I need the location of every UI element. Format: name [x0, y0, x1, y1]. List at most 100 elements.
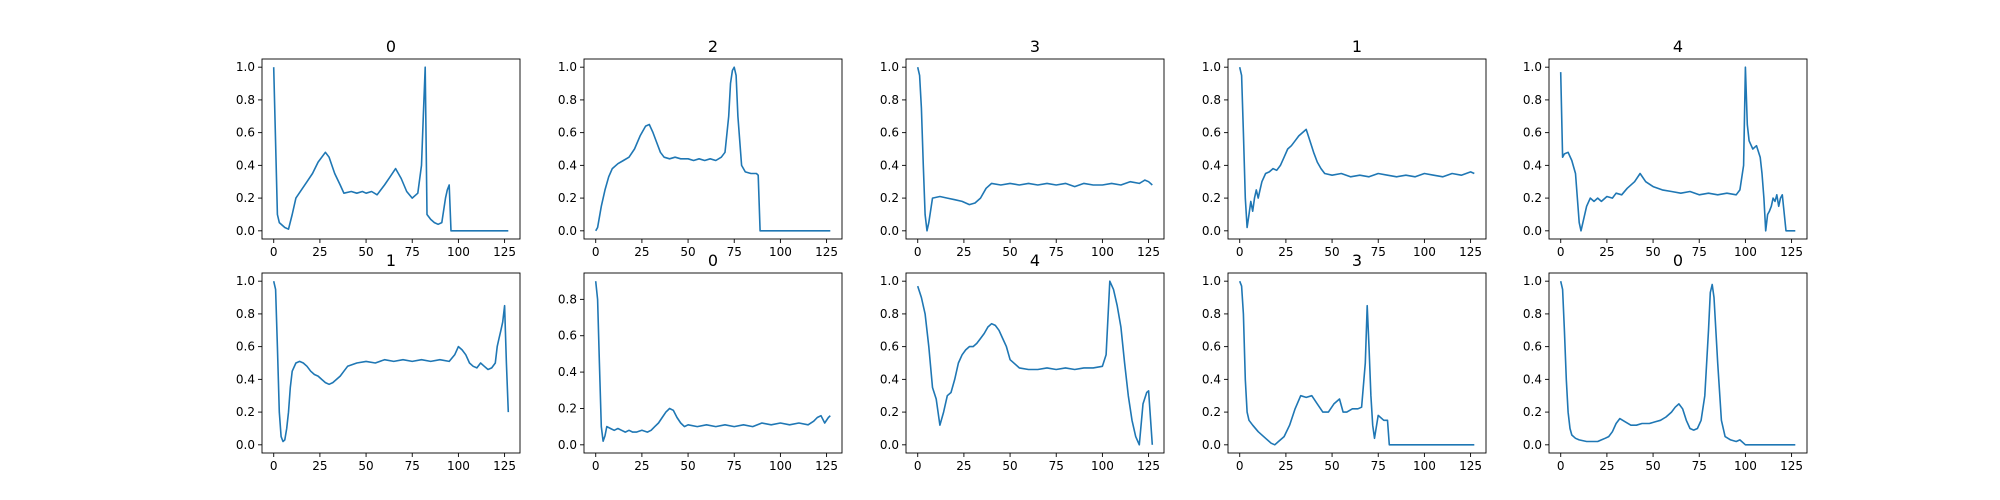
y-tick-label: 0.0 — [1523, 224, 1542, 238]
series-line — [916, 280, 1154, 446]
y-tick-label: 0.6 — [236, 126, 255, 140]
data-point — [674, 156, 676, 158]
data-point — [1341, 173, 1343, 175]
data-point — [919, 75, 921, 77]
data-point — [741, 165, 743, 167]
data-point — [660, 152, 662, 154]
data-point — [597, 227, 599, 229]
data-point — [301, 189, 303, 191]
data-point — [634, 148, 636, 150]
x-tick-label: 125 — [1137, 245, 1160, 259]
data-point — [628, 156, 630, 158]
y-tick-label: 1.0 — [880, 60, 899, 74]
y-tick-label: 1.0 — [1202, 274, 1221, 288]
y-tick-label: 0.2 — [236, 191, 255, 205]
data-point — [1560, 71, 1562, 73]
data-point — [1730, 439, 1732, 441]
data-point — [733, 426, 735, 428]
data-point — [480, 362, 482, 364]
data-point — [647, 431, 649, 433]
data-point — [1317, 161, 1319, 163]
series-line — [594, 281, 831, 443]
data-point — [752, 426, 754, 428]
data-point — [306, 181, 308, 183]
subplot-title: 0 — [708, 251, 718, 270]
data-point — [406, 191, 408, 193]
data-point — [325, 152, 327, 154]
data-point — [1245, 197, 1247, 199]
data-point — [756, 173, 758, 175]
data-point — [1560, 280, 1562, 282]
data-point — [1333, 403, 1335, 405]
data-point — [617, 163, 619, 165]
data-point — [923, 165, 925, 167]
data-point — [1313, 152, 1315, 154]
data-point — [595, 230, 597, 232]
data-point — [687, 424, 689, 426]
data-point — [1259, 189, 1261, 191]
data-point — [991, 183, 993, 185]
data-point — [1680, 192, 1682, 194]
data-point — [1278, 441, 1280, 443]
data-point — [1245, 379, 1247, 381]
data-point — [284, 439, 286, 441]
data-point — [508, 411, 510, 413]
data-point — [1346, 411, 1348, 413]
data-point — [1239, 66, 1241, 68]
data-point — [1009, 183, 1011, 185]
y-tick-label: 0.0 — [1523, 438, 1542, 452]
x-tick-label: 0 — [914, 245, 922, 259]
data-point — [1745, 66, 1747, 68]
data-point — [1654, 421, 1656, 423]
data-point — [1028, 183, 1030, 185]
data-point — [745, 171, 747, 173]
y-tick-label: 0.6 — [1202, 340, 1221, 354]
data-point — [1241, 285, 1243, 287]
data-point — [1571, 160, 1573, 162]
data-point — [1571, 434, 1573, 436]
data-point — [1682, 408, 1684, 410]
data-point — [750, 173, 752, 175]
data-point — [1257, 197, 1259, 199]
data-point — [1778, 206, 1780, 208]
subplot-6: 0 0 25 50 75 100 125 0.0 0.2 0.4 0.6 0.8 — [558, 251, 843, 473]
data-point — [697, 426, 699, 428]
data-point — [595, 280, 597, 282]
data-point — [376, 194, 378, 196]
data-point — [424, 66, 426, 68]
data-point — [1739, 189, 1741, 191]
data-point — [1662, 189, 1664, 191]
data-point — [426, 214, 428, 216]
data-point — [450, 230, 452, 232]
data-point — [1283, 436, 1285, 438]
y-tick-label: 1.0 — [1202, 60, 1221, 74]
subplot-title: 1 — [386, 251, 396, 270]
data-point — [632, 431, 634, 433]
data-point — [1735, 441, 1737, 443]
data-point — [1748, 140, 1750, 142]
data-point — [1562, 289, 1564, 291]
subplot-9: 0 0 25 50 75 100 125 0.0 0.2 0.4 0.6 0.8 1.0 — [1523, 251, 1808, 473]
data-point — [798, 422, 800, 424]
data-point — [1590, 197, 1592, 199]
data-point — [1474, 173, 1476, 175]
data-point — [1414, 176, 1416, 178]
data-point — [663, 156, 665, 158]
data-point — [430, 219, 432, 221]
data-point — [1370, 395, 1372, 397]
data-point — [1311, 395, 1313, 397]
data-point — [411, 361, 413, 363]
data-point — [954, 379, 956, 381]
y-tick-label: 0.8 — [880, 307, 899, 321]
data-point — [441, 222, 443, 224]
data-point — [770, 424, 772, 426]
data-point — [924, 313, 926, 315]
data-point — [273, 66, 275, 68]
data-point — [1461, 174, 1463, 176]
x-tick-label: 125 — [1137, 459, 1160, 473]
data-point — [314, 374, 316, 376]
data-point — [1074, 369, 1076, 371]
data-point — [1698, 194, 1700, 196]
x-tick-label: 75 — [405, 245, 420, 259]
data-point — [380, 189, 382, 191]
